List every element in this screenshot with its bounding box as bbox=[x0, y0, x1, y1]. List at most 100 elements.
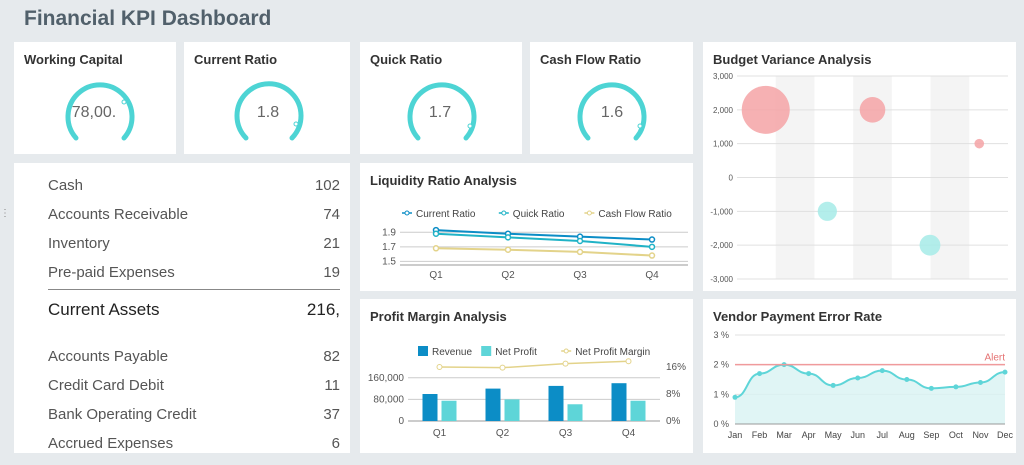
balance-label: Pre-paid Expenses bbox=[48, 264, 175, 281]
data-point bbox=[806, 371, 812, 377]
data-point bbox=[830, 382, 836, 388]
balance-label: Credit Card Debit bbox=[48, 377, 164, 394]
x-tick-label: Q1 bbox=[429, 270, 443, 281]
balance-row: Accrued Expenses 6 bbox=[48, 435, 340, 452]
y-tick-label: -3,000 bbox=[710, 275, 733, 284]
divider bbox=[48, 289, 340, 290]
balance-total-value: 216, bbox=[306, 300, 340, 319]
x-tick-label: Q2 bbox=[496, 428, 510, 439]
y-tick-label: 80,000 bbox=[373, 394, 404, 405]
budget-title: Budget Variance Analysis bbox=[713, 52, 872, 67]
dashboard-title: Financial KPI Dashboard bbox=[24, 7, 272, 30]
liquidity-title: Liquidity Ratio Analysis bbox=[370, 173, 517, 188]
x-tick-label: Sep bbox=[923, 430, 939, 440]
legend-marker bbox=[563, 348, 569, 354]
data-point bbox=[648, 243, 656, 251]
x-tick-label: Jan bbox=[728, 430, 743, 440]
y-tick-label: 160,000 bbox=[368, 373, 405, 384]
kpi-title: Quick Ratio bbox=[370, 52, 443, 67]
alert-label: Alert bbox=[984, 353, 1005, 364]
data-point bbox=[436, 364, 443, 370]
gauge-arc bbox=[234, 81, 304, 141]
x-tick-label: Q4 bbox=[622, 428, 636, 439]
gauge-dot bbox=[121, 99, 127, 105]
legend-swatch bbox=[481, 346, 492, 356]
y-tick-label: 0 bbox=[398, 416, 404, 427]
x-tick-label: Oct bbox=[949, 430, 964, 440]
balance-label: Accrued Expenses bbox=[48, 435, 174, 452]
balance-label: Inventory bbox=[48, 235, 110, 252]
area-fill bbox=[735, 364, 1005, 424]
y2-tick-label: 16% bbox=[666, 362, 686, 373]
legend-swatch bbox=[418, 346, 428, 356]
data-point bbox=[1002, 369, 1008, 375]
profit-card[interactable]: Profit Margin Analysis Revenue Net Profit… bbox=[360, 299, 693, 453]
x-tick-label: Apr bbox=[802, 430, 816, 440]
balance-row: Accounts Payable 82 bbox=[48, 348, 340, 365]
gauge-current-ratio: 1.8 bbox=[234, 81, 304, 141]
data-point bbox=[648, 252, 656, 259]
balance-value: 11 bbox=[324, 377, 340, 394]
y-tick-label: 0 % bbox=[713, 419, 729, 429]
legend-marker bbox=[586, 210, 592, 216]
balance-value: 6 bbox=[331, 435, 340, 452]
balance-sheet-card[interactable]: Cash 102 Accounts Receivable 74 Inventory 2… bbox=[14, 163, 350, 453]
balance-total-row: Current Assets 216, bbox=[48, 300, 340, 320]
vendor-card[interactable]: Vendor Payment Error Rate 3 % 2 % 1 % 0 % Al… bbox=[703, 299, 1016, 453]
data-point bbox=[928, 385, 934, 391]
balance-value: 102 bbox=[314, 177, 340, 194]
liquidity-card[interactable]: Liquidity Ratio Analysis Current Ratio Qu… bbox=[360, 163, 693, 291]
bubble bbox=[974, 138, 985, 149]
x-tick-label: Jun bbox=[850, 430, 865, 440]
data-point bbox=[432, 245, 440, 252]
y-tick-label: 1.9 bbox=[382, 227, 396, 238]
resize-handle[interactable]: ⋮ bbox=[0, 208, 10, 219]
y-tick-label: 2,000 bbox=[713, 106, 734, 115]
gauge-cash-flow-ratio: 1.6 bbox=[577, 82, 647, 141]
bubble bbox=[817, 201, 837, 221]
data-point bbox=[576, 237, 584, 245]
series-line bbox=[435, 247, 653, 257]
balance-value: 21 bbox=[323, 235, 340, 252]
vendor-chart: 3 % 2 % 1 % 0 % Alert Jan Feb Mar Apr May Jun Jul Au… bbox=[713, 330, 1013, 440]
balance-label: Bank Operating Credit bbox=[48, 406, 197, 423]
bar bbox=[548, 385, 564, 421]
x-tick-label: Q3 bbox=[559, 428, 573, 439]
data-point bbox=[879, 368, 885, 374]
kpi-card-quick-ratio[interactable]: Quick Ratio 1.7 bbox=[360, 42, 522, 154]
kpi-card-working-capital[interactable]: Working Capital 78,00. bbox=[14, 42, 176, 154]
data-point bbox=[562, 360, 569, 367]
data-point bbox=[904, 377, 910, 382]
balance-value: 37 bbox=[323, 406, 340, 423]
legend-label: Net Profit Margin bbox=[575, 347, 650, 358]
balance-label: Accounts Receivable bbox=[48, 206, 189, 223]
balance-row: Inventory 21 bbox=[48, 235, 340, 252]
y-tick-label: -2,000 bbox=[710, 241, 733, 250]
kpi-value: 1.8 bbox=[257, 104, 279, 121]
legend-label: Cash Flow Ratio bbox=[598, 209, 672, 220]
balance-row: Bank Operating Credit 37 bbox=[48, 406, 340, 423]
profit-title: Profit Margin Analysis bbox=[370, 309, 507, 324]
data-point bbox=[576, 248, 584, 256]
gauge-dot bbox=[637, 123, 643, 129]
balance-row: Credit Card Debit 11 bbox=[48, 377, 340, 394]
gauge-arc bbox=[407, 82, 477, 141]
data-point bbox=[625, 358, 632, 365]
data-point bbox=[432, 230, 440, 237]
x-tick-label: Q2 bbox=[501, 270, 515, 281]
kpi-card-current-ratio[interactable]: Current Ratio 1.8 bbox=[184, 42, 350, 154]
kpi-value: 78,00. bbox=[72, 104, 116, 121]
bar bbox=[504, 399, 520, 421]
bar bbox=[422, 394, 438, 421]
legend-label: Current Ratio bbox=[416, 209, 476, 220]
kpi-value: 1.6 bbox=[601, 104, 623, 121]
kpi-value: 1.7 bbox=[429, 104, 451, 121]
data-point bbox=[732, 394, 738, 400]
data-point bbox=[504, 234, 512, 241]
kpi-card-cash-flow-ratio[interactable]: Cash Flow Ratio 1.6 bbox=[530, 42, 693, 154]
balance-row: Pre-paid Expenses 19 bbox=[48, 264, 340, 281]
data-point bbox=[953, 384, 959, 390]
budget-card[interactable]: Budget Variance Analysis 3,000 2,000 1,000… bbox=[703, 42, 1016, 291]
gauge-quick-ratio: 1.7 bbox=[407, 82, 477, 141]
balance-value: 82 bbox=[323, 348, 340, 365]
